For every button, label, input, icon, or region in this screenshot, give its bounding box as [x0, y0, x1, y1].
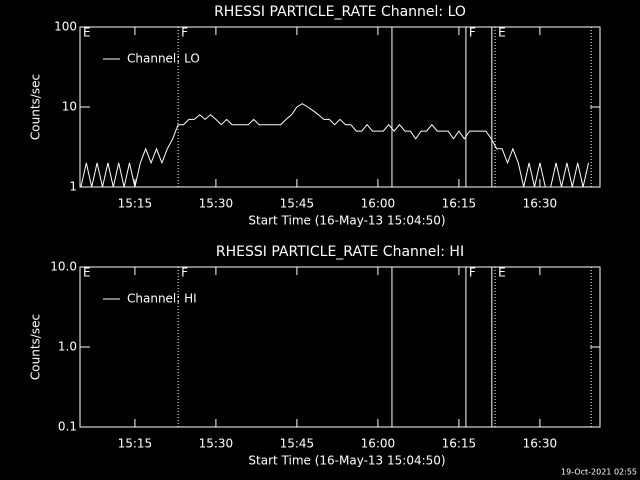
y-tick-label: 10 — [62, 100, 77, 114]
x-tick-label: 15:15 — [118, 197, 153, 211]
y-axis-label: Counts/sec — [29, 314, 43, 380]
timestamp: 19-Oct-2021 02:55 — [561, 468, 637, 477]
flag-label: E — [83, 26, 91, 40]
data-line — [80, 103, 589, 188]
y-tick-label: 0.1 — [58, 420, 77, 434]
y-tick-label: 1.0 — [58, 340, 77, 354]
x-tick-label: 15:30 — [199, 197, 234, 211]
flag-label: E — [498, 266, 506, 280]
x-tick-label: 16:30 — [523, 197, 558, 211]
x-tick-label: 16:15 — [442, 437, 477, 451]
x-axis-label: Start Time (16-May-13 15:04:50) — [248, 214, 445, 228]
flag-label: F — [469, 266, 476, 280]
flag-label: F — [181, 26, 188, 40]
y-axis-label: Counts/sec — [29, 74, 43, 140]
x-tick-label: 15:45 — [280, 197, 315, 211]
x-tick-label: 16:30 — [523, 437, 558, 451]
y-tick-label: 10.0 — [50, 260, 77, 274]
x-tick-label: 16:00 — [361, 197, 396, 211]
x-axis-label: Start Time (16-May-13 15:04:50) — [248, 454, 445, 468]
flag-label: E — [498, 26, 506, 40]
x-tick-label: 16:00 — [361, 437, 396, 451]
x-tick-label: 15:45 — [280, 437, 315, 451]
flag-label: F — [469, 26, 476, 40]
chart-title: RHESSI PARTICLE_RATE Channel: HI — [216, 244, 464, 260]
legend-label: Channel: HI — [127, 292, 197, 306]
y-tick-label: 1 — [69, 180, 77, 194]
x-tick-label: 16:15 — [442, 197, 477, 211]
x-tick-label: 15:30 — [199, 437, 234, 451]
legend-label: Channel: LO — [127, 52, 200, 66]
x-tick-label: 15:15 — [118, 437, 153, 451]
y-tick-label: 100 — [54, 20, 77, 34]
flag-label: E — [83, 266, 91, 280]
chart-title: RHESSI PARTICLE_RATE Channel: LO — [214, 4, 466, 20]
flag-label: F — [181, 266, 188, 280]
